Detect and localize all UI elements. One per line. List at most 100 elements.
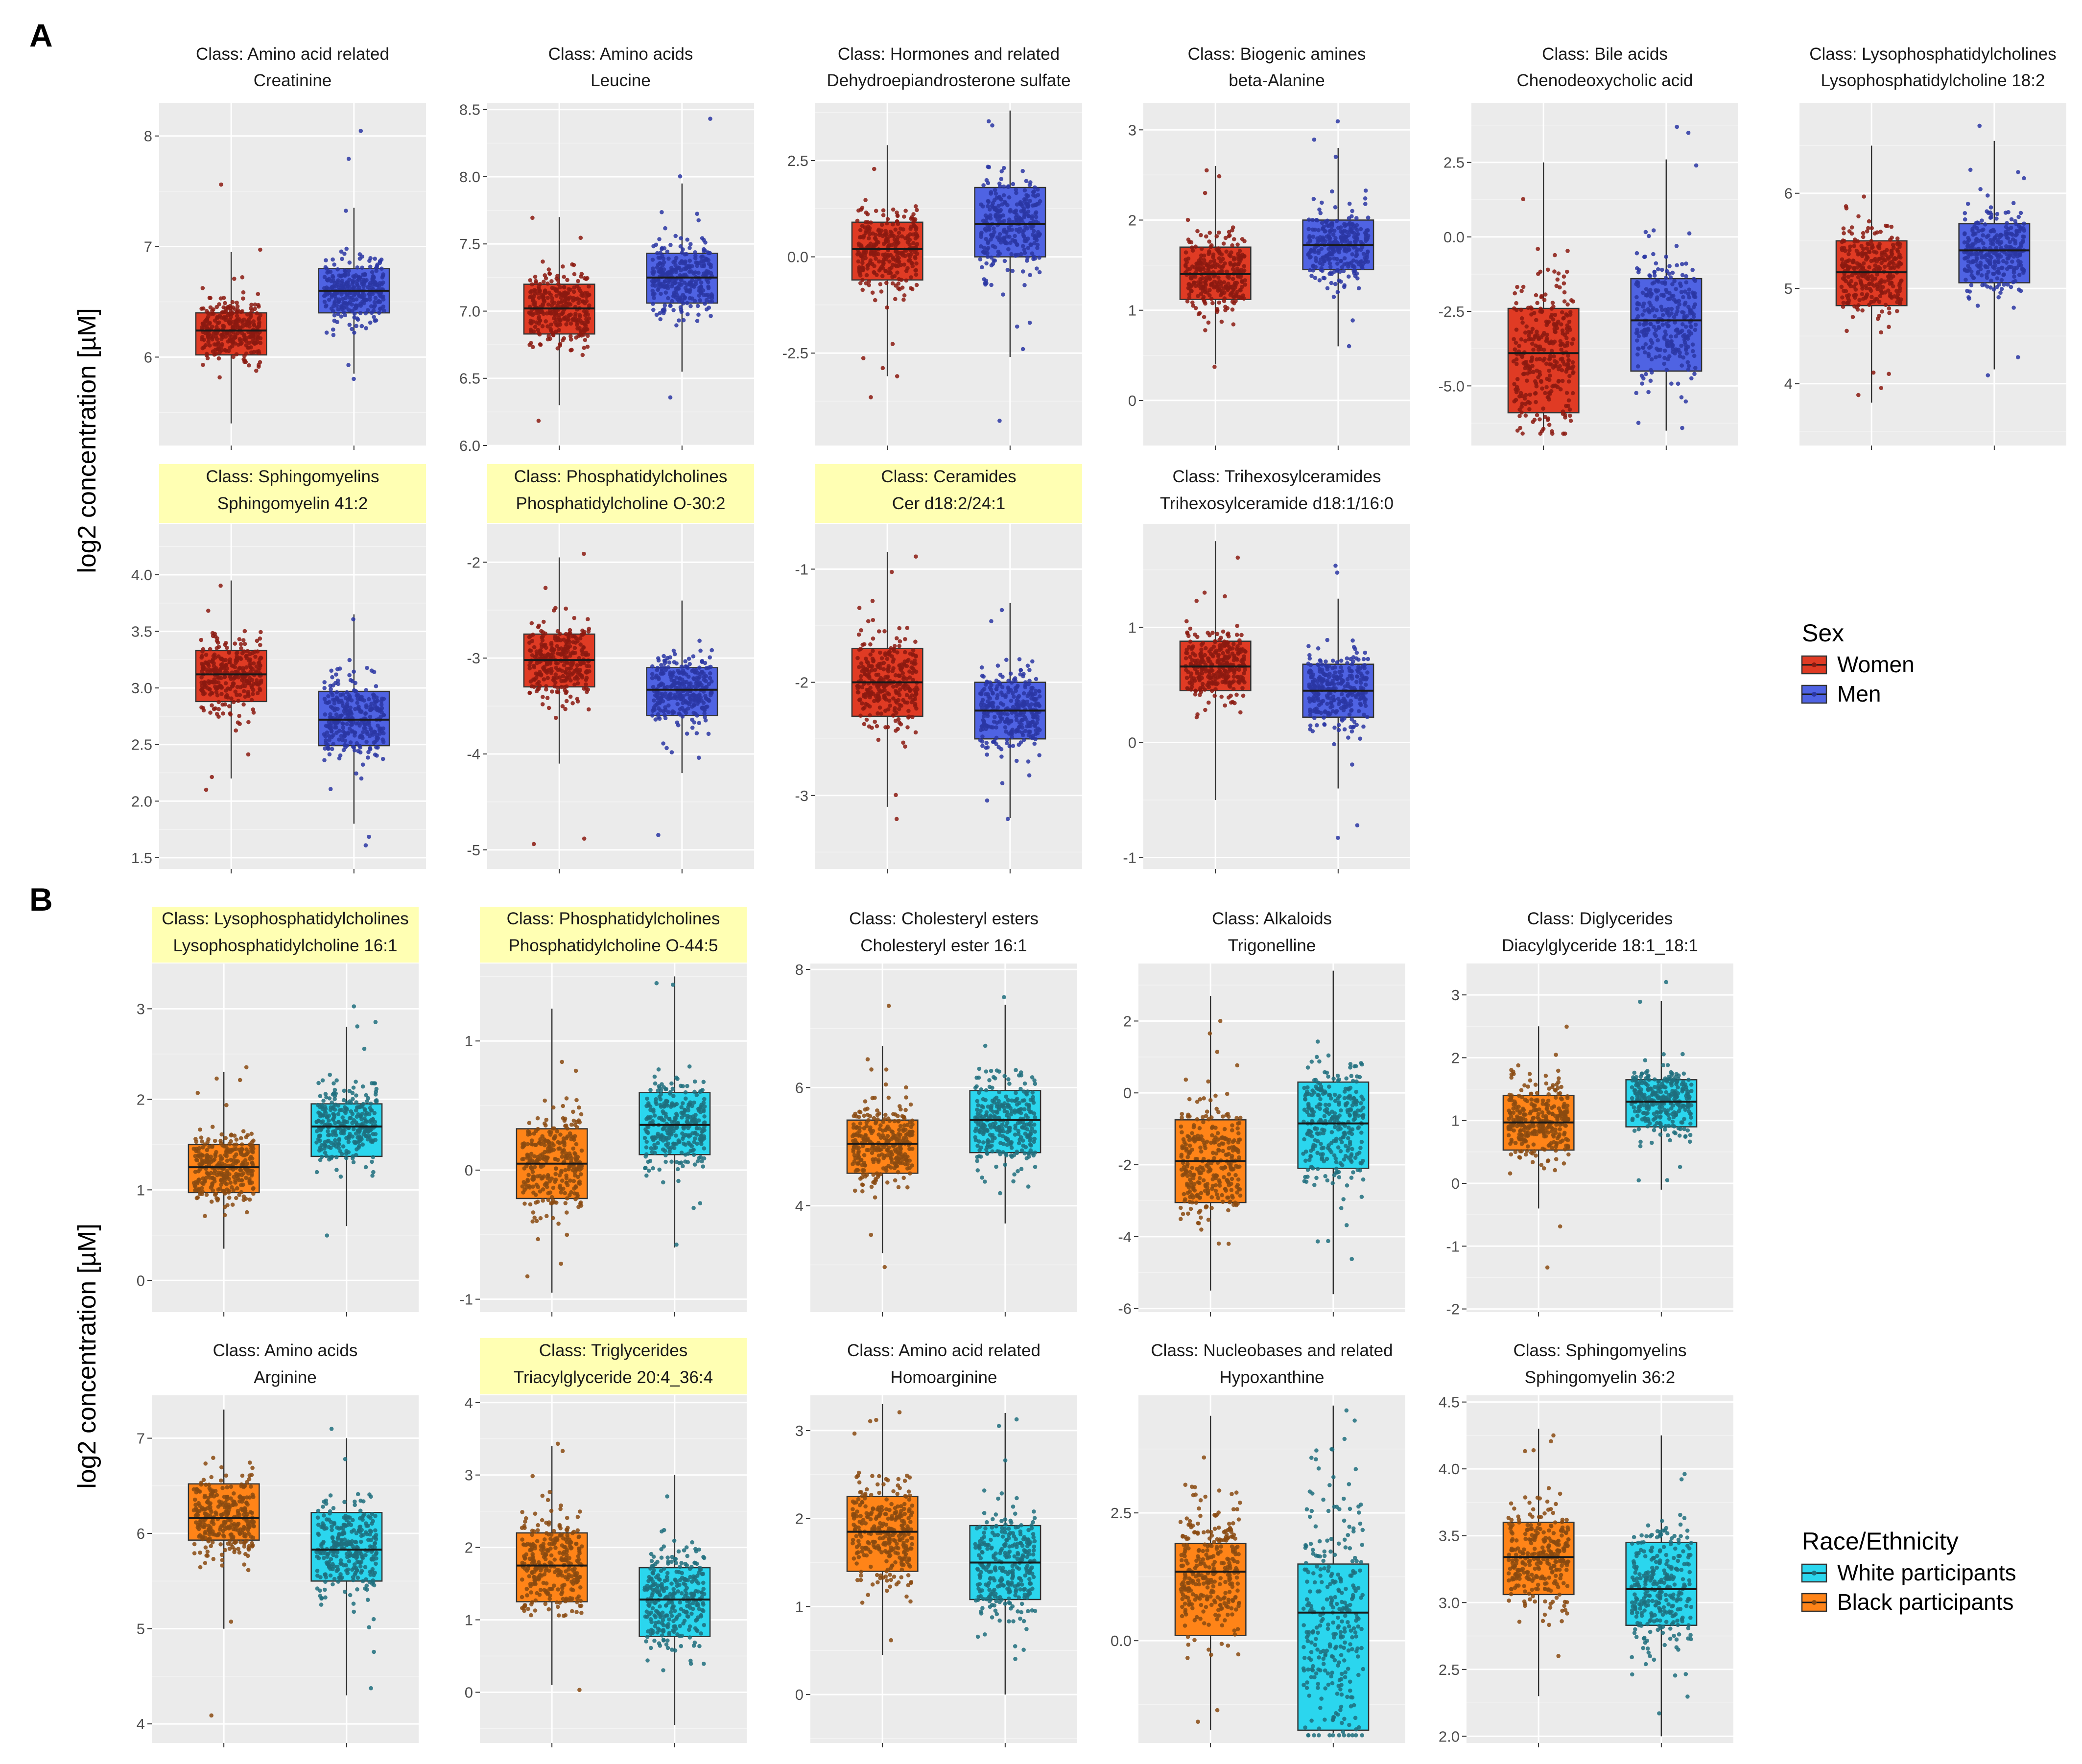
data-point — [249, 313, 253, 318]
data-point — [212, 652, 217, 657]
data-point — [1527, 400, 1532, 405]
data-point — [1219, 284, 1223, 289]
data-point — [661, 741, 665, 746]
data-point — [1216, 275, 1221, 280]
data-point — [1655, 295, 1659, 300]
facet-subtitle: Lysophosphatidylcholine 18:2 — [1821, 71, 2045, 90]
data-point — [371, 282, 376, 286]
data-point — [327, 725, 332, 729]
data-point — [1690, 342, 1695, 347]
data-point — [1514, 387, 1518, 392]
data-point — [1521, 284, 1526, 289]
data-point — [2012, 266, 2017, 270]
data-point — [1000, 202, 1004, 207]
data-point — [540, 702, 545, 706]
data-point — [685, 301, 689, 306]
data-point — [992, 230, 996, 235]
data-point — [1679, 343, 1683, 348]
data-point — [877, 268, 882, 273]
data-point — [344, 246, 349, 251]
facet-panel: Class: Lysophosphatidylcholines Lysophosp… — [1784, 45, 2066, 450]
data-point — [576, 301, 581, 306]
data-point — [1020, 244, 1025, 249]
y-tick-label: -3 — [467, 650, 480, 667]
data-point — [1008, 240, 1013, 245]
data-point — [347, 711, 352, 716]
data-point — [697, 293, 702, 298]
data-point — [1662, 361, 1666, 366]
y-axis-label-a: log2 concentration [µM] — [73, 308, 101, 573]
data-point — [373, 296, 378, 300]
data-point — [665, 286, 670, 291]
data-point — [546, 267, 551, 272]
data-point — [355, 265, 360, 270]
data-point — [1667, 271, 1671, 276]
data-point — [1654, 355, 1658, 360]
data-point — [1978, 187, 1983, 191]
data-point — [366, 755, 370, 760]
data-point — [994, 195, 999, 200]
data-point — [381, 731, 386, 735]
data-point — [233, 665, 237, 670]
data-point — [572, 616, 576, 620]
data-point — [1020, 269, 1025, 274]
data-point — [327, 298, 331, 302]
data-point — [1682, 316, 1686, 320]
data-point — [220, 310, 224, 315]
data-point — [1560, 356, 1564, 361]
data-point — [1991, 242, 1995, 247]
data-point — [1566, 379, 1571, 384]
data-point — [1306, 217, 1311, 222]
data-point — [693, 270, 698, 275]
data-point — [902, 293, 907, 298]
data-point — [554, 317, 559, 322]
data-point — [1646, 390, 1651, 395]
data-point — [2016, 170, 2020, 174]
data-point — [364, 739, 369, 744]
data-point — [1636, 281, 1640, 285]
data-point — [367, 292, 372, 296]
data-point — [1690, 349, 1695, 353]
data-point — [555, 346, 560, 351]
data-point — [1859, 282, 1864, 286]
data-point — [339, 305, 344, 309]
data-point — [895, 270, 899, 275]
data-point — [217, 350, 222, 355]
data-point — [325, 292, 330, 297]
data-point — [688, 304, 693, 308]
data-point — [2014, 230, 2019, 235]
data-point — [874, 209, 878, 213]
data-point — [203, 323, 208, 328]
data-point — [1002, 259, 1007, 263]
data-point — [1020, 347, 1025, 352]
data-point — [1320, 200, 1324, 205]
data-point — [1202, 315, 1207, 319]
data-point — [255, 311, 260, 316]
data-point — [1975, 220, 1980, 225]
data-point — [1025, 256, 1030, 260]
data-point — [1884, 223, 1888, 228]
data-point — [706, 731, 711, 736]
data-point — [252, 341, 257, 346]
data-point — [1540, 386, 1544, 391]
facet-panel: Class: Amino acidsLeucine6.06.57.07.58.0… — [459, 45, 754, 454]
data-point — [1191, 304, 1196, 308]
data-point — [328, 712, 332, 717]
data-point — [346, 363, 351, 367]
data-point — [361, 272, 366, 277]
data-point — [1663, 282, 1668, 286]
jitter-points — [199, 182, 263, 379]
data-point — [259, 630, 263, 635]
data-point — [1565, 269, 1569, 274]
data-point — [554, 715, 558, 720]
data-point — [1651, 252, 1656, 257]
data-point — [1552, 327, 1557, 331]
data-point — [570, 317, 575, 322]
data-point — [253, 302, 258, 307]
data-point — [1553, 312, 1558, 317]
facet-title: Class: Lysophosphatidylcholines — [1809, 45, 2057, 64]
data-point — [1682, 340, 1687, 345]
data-point — [215, 316, 219, 321]
data-point — [352, 745, 356, 750]
data-point — [1222, 299, 1227, 304]
